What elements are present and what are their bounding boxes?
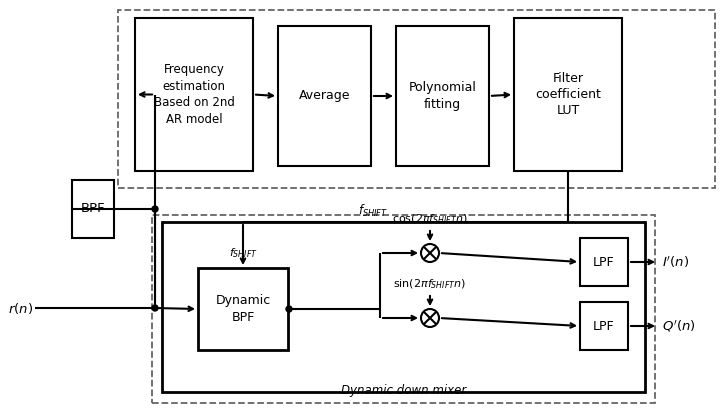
FancyBboxPatch shape xyxy=(162,222,645,392)
Circle shape xyxy=(152,206,158,212)
Text: LPF: LPF xyxy=(593,320,615,332)
Text: BPF: BPF xyxy=(81,202,106,216)
Text: $\cos(2\pi f_{SHIFT}n)$: $\cos(2\pi f_{SHIFT}n)$ xyxy=(392,212,468,226)
Text: $f_{SHIFT}$: $f_{SHIFT}$ xyxy=(229,246,258,260)
Text: Dynamic down mixer: Dynamic down mixer xyxy=(341,384,466,397)
Text: Polynomial
fitting: Polynomial fitting xyxy=(408,81,476,111)
Circle shape xyxy=(421,309,439,327)
Text: Frequency
estimation
Based on 2nd
AR model: Frequency estimation Based on 2nd AR mod… xyxy=(154,63,234,126)
Circle shape xyxy=(286,306,292,312)
Text: Filter
coefficient
LUT: Filter coefficient LUT xyxy=(535,71,601,118)
Circle shape xyxy=(152,305,158,311)
FancyBboxPatch shape xyxy=(580,238,628,286)
FancyBboxPatch shape xyxy=(580,302,628,350)
FancyBboxPatch shape xyxy=(135,18,253,171)
FancyBboxPatch shape xyxy=(396,26,489,166)
Text: $f_{SHIFT}$: $f_{SHIFT}$ xyxy=(358,203,388,219)
Text: $\mathit{I}'(n)$: $\mathit{I}'(n)$ xyxy=(662,254,689,270)
Text: $r(n)$: $r(n)$ xyxy=(8,301,33,316)
Text: Average: Average xyxy=(298,90,350,102)
FancyBboxPatch shape xyxy=(278,26,371,166)
Text: LPF: LPF xyxy=(593,256,615,268)
Text: $\mathit{Q}'(n)$: $\mathit{Q}'(n)$ xyxy=(662,318,696,334)
Circle shape xyxy=(421,244,439,262)
FancyBboxPatch shape xyxy=(72,180,114,238)
Text: Dynamic
BPF: Dynamic BPF xyxy=(215,294,271,324)
Text: $\sin(2\pi f_{SHIFT}n)$: $\sin(2\pi f_{SHIFT}n)$ xyxy=(393,278,467,291)
FancyBboxPatch shape xyxy=(514,18,622,171)
FancyBboxPatch shape xyxy=(198,268,288,350)
